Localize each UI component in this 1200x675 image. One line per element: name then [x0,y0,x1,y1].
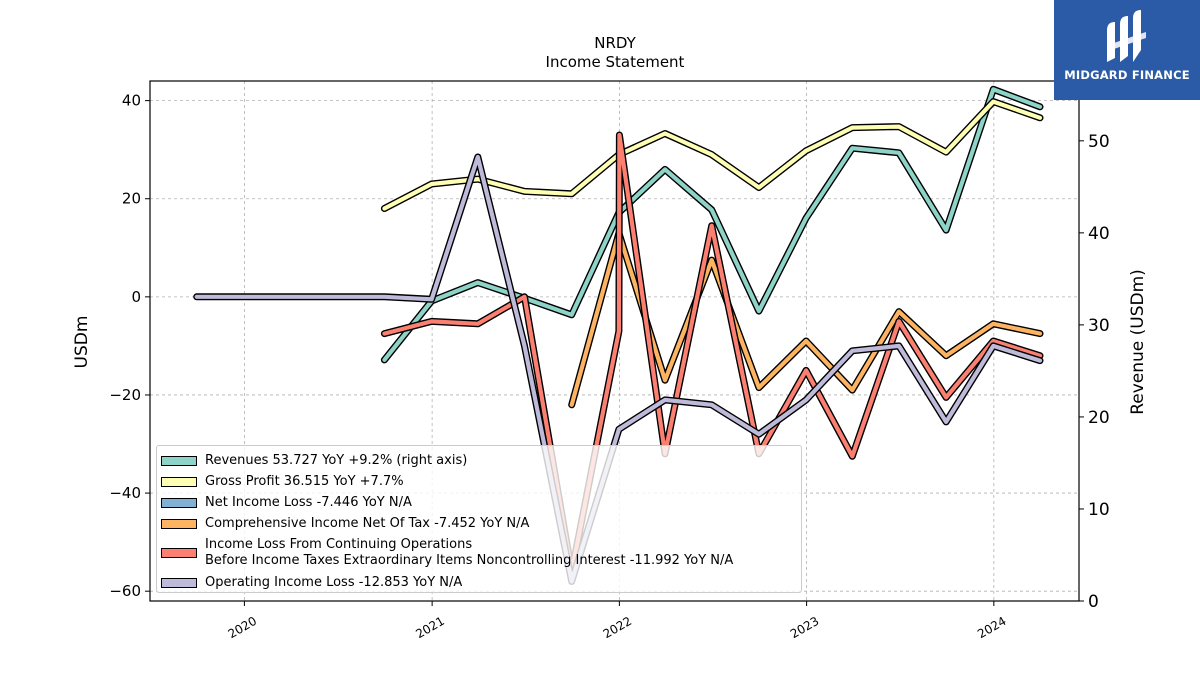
y-tick-label-left: −40 [109,484,141,502]
series-line-1 [382,99,1043,211]
x-tick-label: 2022 [601,614,634,641]
legend-item-income-loss-continuing: Income Loss From Continuing Operations B… [161,534,801,572]
y-axis-label-right: Revenue (USDm) [1128,269,1148,415]
y-tick-label-right: 10 [1088,500,1110,520]
y-tick-label-left: 0 [131,288,141,306]
chart-subtitle: Income Statement [546,53,685,71]
legend-swatch-operating-income-loss [161,577,197,588]
y-tick-label-left: −20 [109,386,141,404]
series-line-4 [382,132,1043,574]
series-layer [193,85,1044,585]
series-line-5 [194,154,1043,584]
legend-item-gross-profit: Gross Profit 36.515 YoY +7.7% [161,471,801,492]
y-tick-label-right: 20 [1088,408,1110,428]
logo-text: MIDGARD FINANCE [1064,68,1190,82]
legend-label-gross-profit: Gross Profit 36.515 YoY +7.7% [205,473,404,489]
legend-swatch-revenues [161,455,197,466]
legend-swatch-gross-profit [161,476,197,487]
y-tick-label-left: 40 [122,92,141,110]
x-tick-label: 2021 [413,614,446,641]
y-tick-label-right: 40 [1088,224,1110,244]
legend-label-net-income-loss: Net Income Loss -7.446 YoY N/A [205,494,412,510]
legend-label-revenues: Revenues 53.727 YoY +9.2% (right axis) [205,452,468,468]
y-tick-label-left: −60 [109,582,141,600]
chart-title: NRDY [594,34,636,52]
legend-swatch-comprehensive-income [161,518,197,529]
midgard-finance-logo: MIDGARD FINANCE [1054,0,1200,100]
legend-item-operating-income-loss: Operating Income Loss -12.853 YoY N/A [161,572,801,593]
series-line-0 [382,87,1043,362]
chart-legend: Revenues 53.727 YoY +9.2% (right axis) G… [156,445,802,593]
legend-swatch-income-loss-continuing [161,548,197,558]
y-axis-label-left: USDm [72,316,92,369]
y-tick-label-right: 30 [1088,316,1110,336]
legend-label-comprehensive-income: Comprehensive Income Net Of Tax -7.452 Y… [205,515,530,531]
legend-swatch-net-income-loss [161,497,197,508]
x-tick-label: 2024 [975,614,1008,641]
plot-frame [149,80,1080,602]
legend-item-revenues: Revenues 53.727 YoY +9.2% (right axis) [161,450,801,471]
logo-mark-icon [1107,10,1146,62]
y-tick-label-right: 50 [1088,132,1110,152]
y-tick-label-left: 20 [122,190,141,208]
y-tick-label-right: 0 [1088,592,1099,612]
legend-label-operating-income-loss: Operating Income Loss -12.853 YoY N/A [205,574,463,590]
x-tick-label: 2020 [226,614,259,641]
legend-item-net-income-loss: Net Income Loss -7.446 YoY N/A [161,492,801,513]
x-tick-label: 2023 [788,614,821,641]
legend-item-comprehensive-income: Comprehensive Income Net Of Tax -7.452 Y… [161,513,801,534]
legend-label-income-loss-continuing: Income Loss From Continuing Operations B… [205,537,734,568]
